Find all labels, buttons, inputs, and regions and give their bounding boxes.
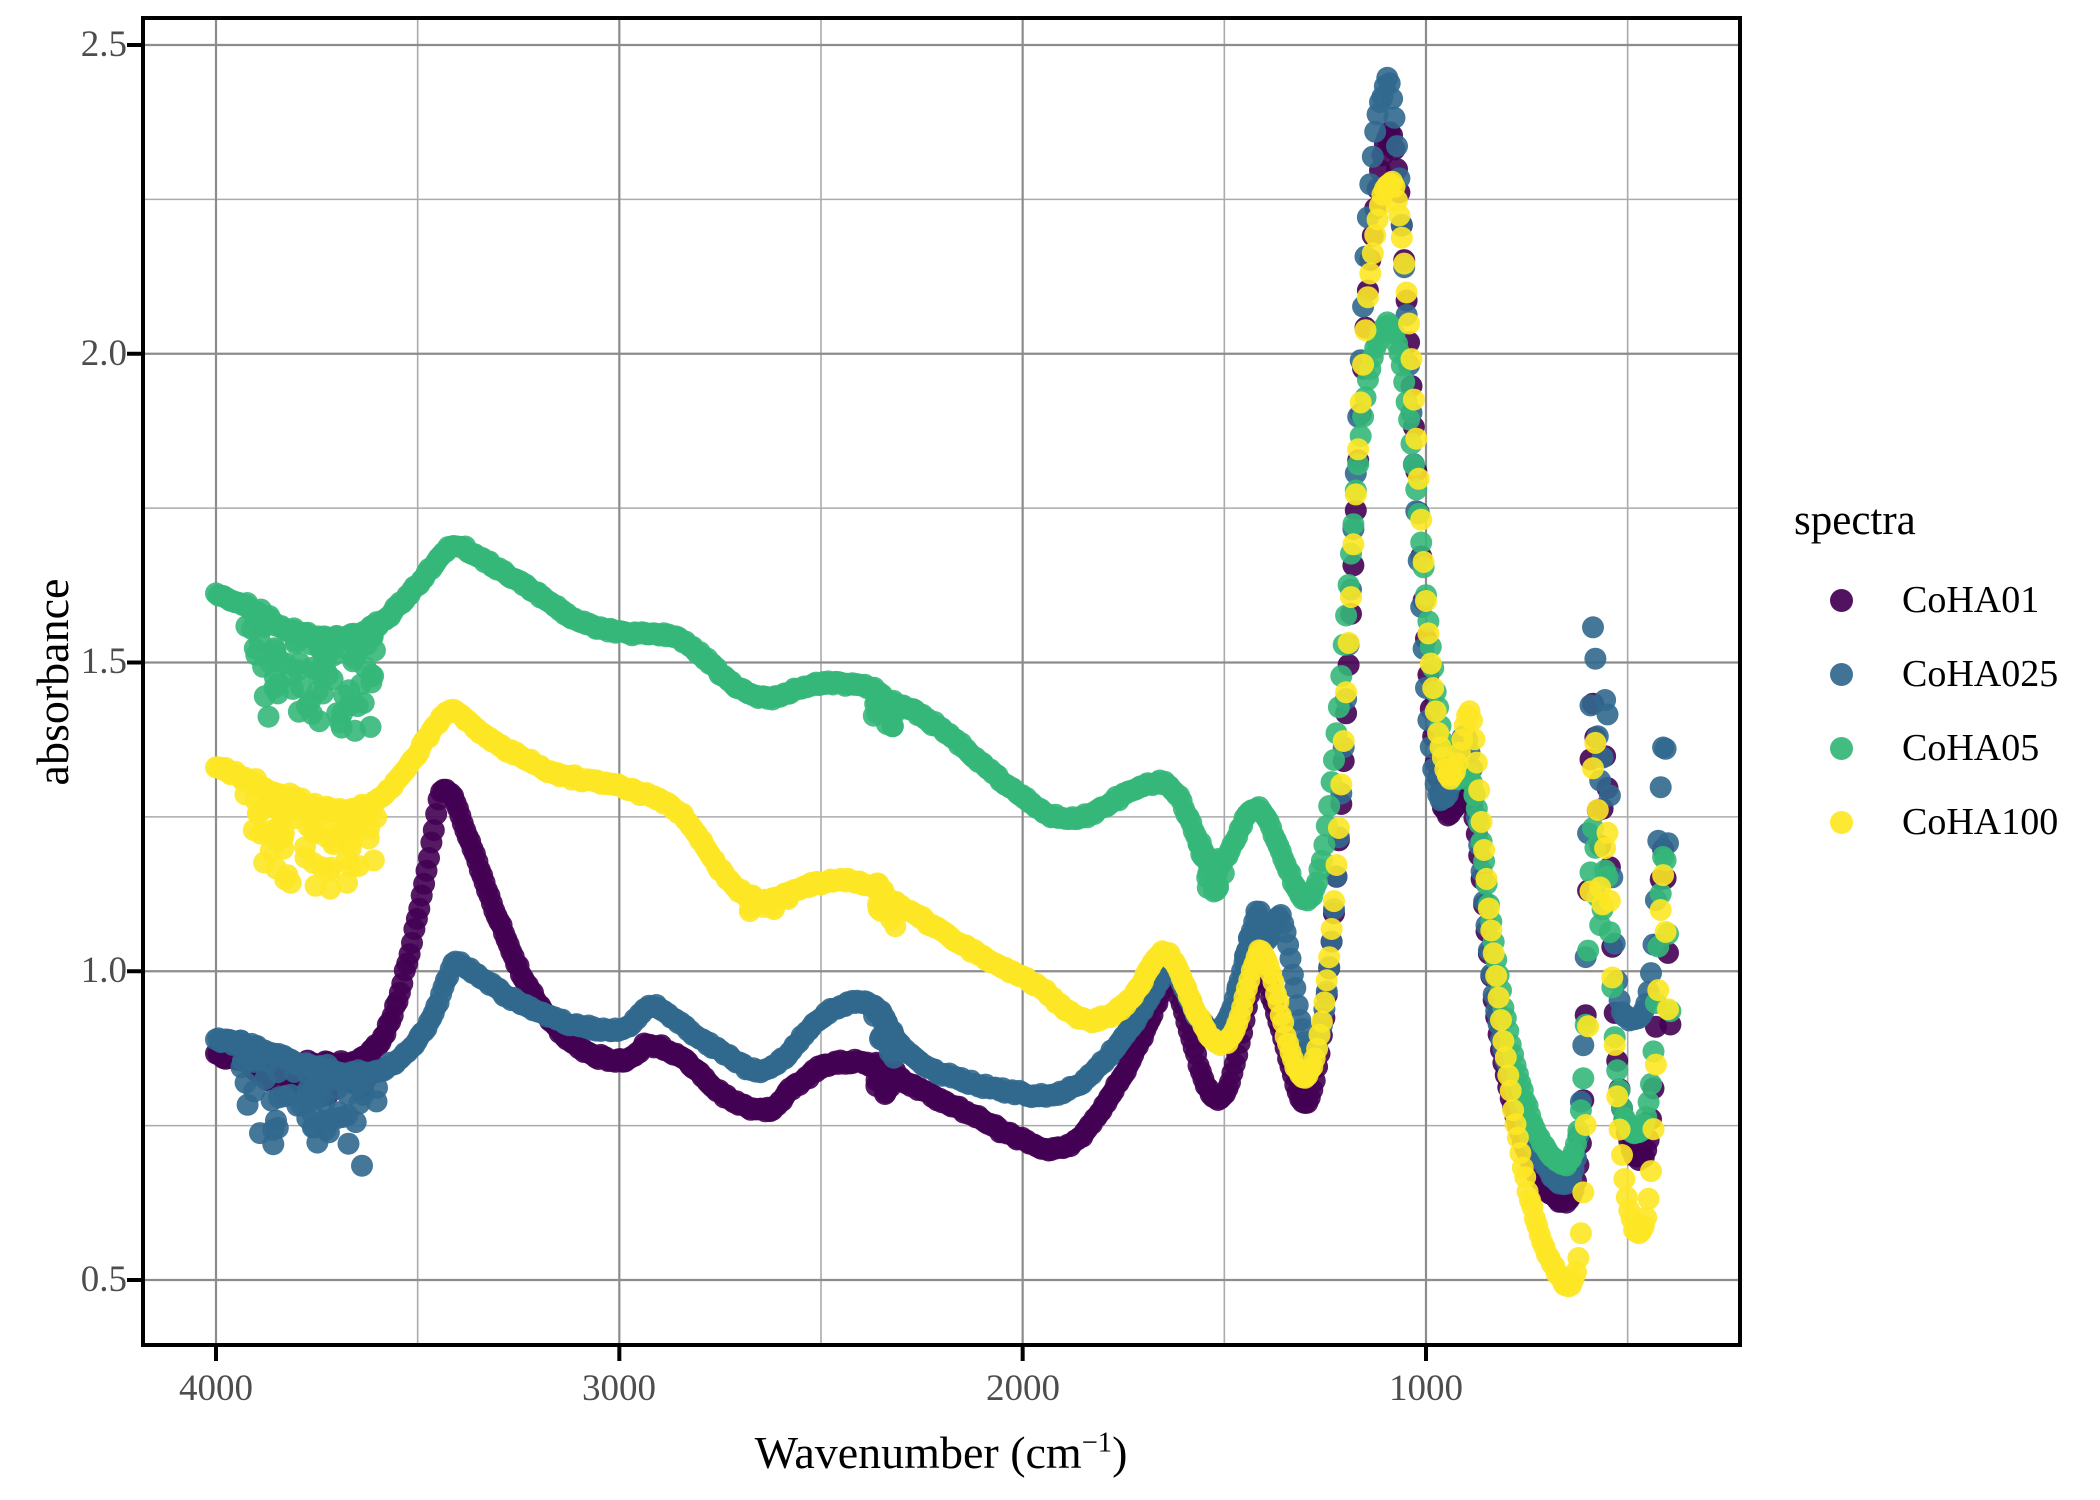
x-tick-label: 3000 bbox=[582, 1368, 656, 1409]
x-tick-label: 4000 bbox=[179, 1368, 253, 1409]
legend-label: CoHA100 bbox=[1902, 801, 2059, 843]
legend-point-icon bbox=[1830, 588, 1853, 612]
legend-label: CoHA01 bbox=[1902, 579, 2040, 621]
legend-item: CoHA100 bbox=[1794, 785, 2094, 859]
legend-title: spectra bbox=[1794, 497, 1916, 544]
y-tick-label: 2.5 bbox=[80, 24, 127, 65]
x-axis-title: Wavenumber (cm−1) bbox=[754, 1427, 1128, 1478]
legend-item: CoHA01 bbox=[1794, 563, 2094, 637]
x-tick-label: 1000 bbox=[1389, 1368, 1463, 1409]
x-tick-label: 2000 bbox=[986, 1368, 1060, 1409]
y-tick-label: 2.0 bbox=[80, 333, 127, 374]
y-tick-label: 0.5 bbox=[80, 1259, 127, 1300]
y-axis-title: absorbance bbox=[27, 578, 78, 786]
legend-label: CoHA05 bbox=[1902, 727, 2040, 769]
y-tick-label: 1.0 bbox=[80, 950, 127, 991]
legend-point-icon bbox=[1830, 662, 1853, 686]
legend-point-icon bbox=[1830, 736, 1853, 760]
legend-item: CoHA025 bbox=[1794, 637, 2094, 711]
y-tick-label: 1.5 bbox=[80, 641, 127, 682]
legend-point-icon bbox=[1830, 810, 1853, 834]
legend-item: CoHA05 bbox=[1794, 711, 2094, 785]
legend-label: CoHA025 bbox=[1902, 653, 2059, 695]
legend: spectra CoHA01 CoHA025 CoHA05 CoHA100 bbox=[1794, 496, 2094, 859]
